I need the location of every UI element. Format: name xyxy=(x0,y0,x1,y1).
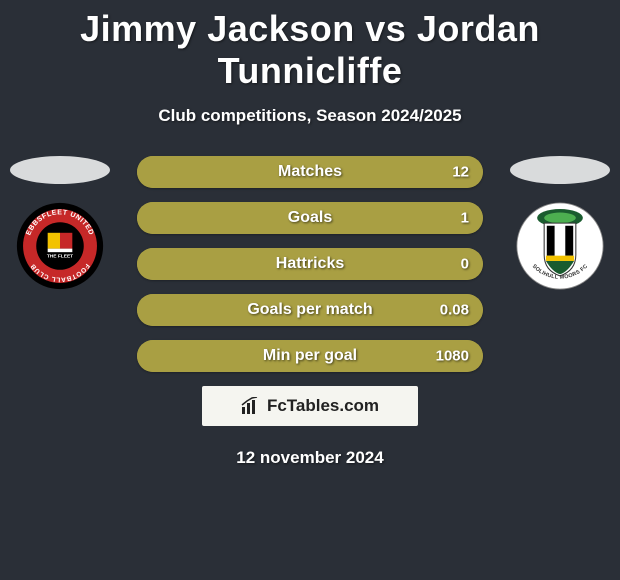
stat-row: Min per goal 1080 xyxy=(137,340,483,372)
stat-row: Goals per match 0.08 xyxy=(137,294,483,326)
stat-row: Matches 12 xyxy=(137,156,483,188)
stat-value-right: 1 xyxy=(461,210,469,227)
player-left-column: EBBSFLEET UNITED FOOTBALL CLUB THE FLEET xyxy=(5,156,115,290)
stat-label: Min per goal xyxy=(263,347,357,365)
club-badge-left: EBBSFLEET UNITED FOOTBALL CLUB THE FLEET xyxy=(16,202,104,290)
stat-label: Matches xyxy=(278,163,342,181)
svg-text:THE FLEET: THE FLEET xyxy=(47,253,73,259)
stat-row: Hattricks 0 xyxy=(137,248,483,280)
stat-value-right: 1080 xyxy=(436,348,469,365)
stat-label: Goals xyxy=(288,209,332,227)
stat-label: Goals per match xyxy=(247,301,372,319)
player-left-silhouette xyxy=(10,156,110,184)
player-right-column: SOLIHULL MOORS FC xyxy=(505,156,615,290)
stat-label: Hattricks xyxy=(276,255,344,273)
chart-icon xyxy=(241,397,261,415)
watermark-text: FcTables.com xyxy=(267,396,379,416)
subtitle: Club competitions, Season 2024/2025 xyxy=(0,106,620,126)
footer-date: 12 november 2024 xyxy=(0,448,620,468)
club-badge-right: SOLIHULL MOORS FC xyxy=(516,202,604,290)
watermark-box: FcTables.com xyxy=(202,386,418,426)
page-title: Jimmy Jackson vs Jordan Tunnicliffe xyxy=(0,0,620,92)
player-right-silhouette xyxy=(510,156,610,184)
comparison-content: EBBSFLEET UNITED FOOTBALL CLUB THE FLEET… xyxy=(0,156,620,468)
stat-value-right: 0.08 xyxy=(440,302,469,319)
stat-value-right: 0 xyxy=(461,256,469,273)
stat-row: Goals 1 xyxy=(137,202,483,234)
stat-value-right: 12 xyxy=(452,164,469,181)
stats-container: Matches 12 Goals 1 Hattricks 0 Goals per match… xyxy=(137,156,483,372)
